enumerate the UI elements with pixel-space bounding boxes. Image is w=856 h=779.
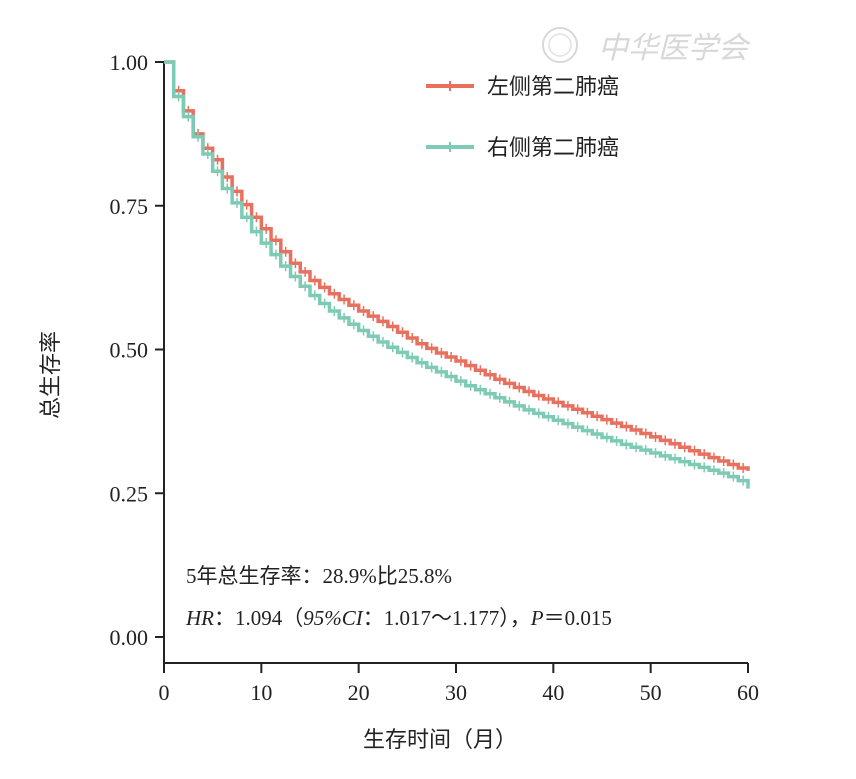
legend-item-right: 右侧第二肺癌 [426, 136, 619, 161]
annotation-p-value: ＝0.015 [544, 606, 612, 630]
x-tick-label: 0 [159, 680, 170, 705]
annotation-p-label: P [530, 606, 544, 630]
x-tick-label: 10 [250, 680, 272, 705]
x-tick-label: 30 [445, 680, 467, 705]
y-tick-label: 0.25 [110, 481, 149, 506]
watermark: 中华医学会 [542, 27, 751, 66]
x-tick-label: 40 [542, 680, 564, 705]
x-tick-label: 20 [348, 680, 370, 705]
legend-item-left: 左侧第二肺癌 [426, 75, 619, 100]
watermark-seal-icon [542, 27, 578, 63]
x-ticks: 0 10 20 30 40 50 60 [159, 663, 759, 705]
series-right-curve [164, 60, 750, 489]
y-tick-label: 0.00 [110, 625, 149, 650]
annotation-survival-rate: 5年总生存率：28.9%比25.8% [186, 564, 452, 588]
y-ticks: 0.00 0.25 0.50 0.75 1.00 [110, 50, 164, 650]
series-layer [164, 60, 750, 489]
x-axis-title: 生存时间（月） [363, 728, 517, 753]
watermark-seal-inner [548, 33, 572, 57]
annotation-hr-value: ：1.094（ [214, 606, 303, 630]
series-left-curve [164, 60, 750, 471]
y-tick-label: 1.00 [110, 50, 149, 75]
x-tick-label: 50 [640, 680, 662, 705]
legend: 左侧第二肺癌 右侧第二肺癌 [426, 75, 619, 161]
annotation-ci-value: ：1.017～1.177）， [363, 606, 531, 630]
watermark-text: 中华医学会 [598, 31, 751, 66]
legend-label-right: 右侧第二肺癌 [487, 136, 619, 161]
x-tick-label: 60 [737, 680, 759, 705]
y-axis-title: 总生存率 [39, 331, 64, 419]
annotation-ci-label: 95%CI [303, 606, 364, 630]
y-tick-label: 0.75 [110, 194, 149, 219]
annotation-hr-label: HR [185, 606, 214, 630]
y-tick-label: 0.50 [110, 338, 149, 363]
legend-label-left: 左侧第二肺癌 [487, 75, 619, 100]
annotation-hazard-ratio: HR：1.094（95%CI：1.017～1.177），P＝0.015 [185, 606, 612, 630]
